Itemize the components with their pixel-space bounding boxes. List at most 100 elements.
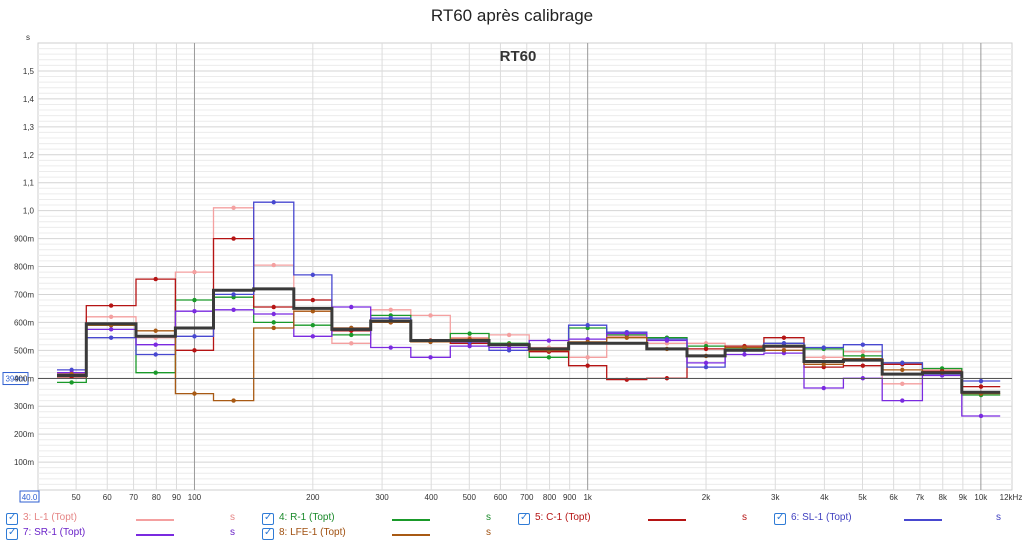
data-point — [153, 342, 158, 347]
x-start-box — [19, 490, 40, 503]
y-tick-label: 300m — [14, 402, 34, 411]
data-point — [428, 313, 433, 318]
data-point — [506, 332, 512, 338]
data-point — [271, 311, 276, 317]
data-point — [860, 342, 866, 347]
x-tick-label: 200 — [306, 493, 320, 502]
data-point — [860, 349, 866, 354]
rt60-chart[interactable]: RT60 s 399m 40.0 50 60 70 80 90 100 200 300 400 50… — [0, 0, 1024, 510]
data-point — [192, 334, 197, 339]
x-tick-label: 80 — [152, 493, 161, 502]
checkbox-icon[interactable] — [6, 512, 18, 525]
data-point — [388, 307, 393, 313]
y-tick-label: 800m — [14, 263, 34, 272]
data-point — [231, 236, 236, 241]
legend-label: 8: LFE-1 (Topt) — [279, 527, 346, 538]
data-point — [349, 332, 354, 338]
data-point — [153, 370, 158, 375]
data-point — [546, 355, 552, 360]
y-tick-label: 1,4 — [23, 95, 35, 104]
x-tick-label: 4k — [820, 493, 829, 502]
legend-label: 7: SR-1 (Topt) — [23, 527, 86, 538]
data-point — [108, 314, 114, 319]
x-tick-label: 60 — [103, 493, 112, 502]
legend-swatch — [136, 519, 174, 521]
checkbox-icon[interactable] — [774, 512, 786, 525]
legend-unit: s — [742, 512, 747, 523]
data-point — [585, 355, 590, 360]
legend-item-lfe1[interactable]: 8: LFE-1 (Topt) s — [262, 527, 507, 541]
series-layer — [57, 200, 1001, 419]
chart-inner-title: RT60 — [500, 48, 537, 65]
x-tick-label: 6k — [889, 493, 898, 502]
data-point — [821, 345, 826, 350]
legend-swatch — [136, 534, 174, 536]
data-point — [108, 327, 114, 332]
data-point — [900, 381, 905, 387]
x-tick-label: 5k — [858, 493, 867, 502]
data-point — [703, 360, 709, 366]
legend-unit: s — [486, 512, 491, 523]
data-point — [310, 309, 316, 314]
legend-item-r1[interactable]: 4: R-1 (Topt) s — [262, 512, 507, 526]
data-point — [349, 304, 354, 310]
data-point — [821, 355, 826, 360]
y-tick-label: 500m — [14, 346, 34, 355]
data-point — [153, 276, 158, 282]
data-point — [231, 205, 236, 211]
checkbox-icon[interactable] — [518, 512, 530, 525]
data-point — [703, 346, 709, 352]
data-point — [231, 292, 236, 297]
legend-label: 6: SL-1 (Topt) — [791, 512, 852, 523]
legend-label: 4: R-1 (Topt) — [279, 512, 335, 523]
data-point — [821, 385, 826, 391]
x-tick-label: 600 — [494, 493, 508, 502]
legend-label: 3: L-1 (Topt) — [23, 512, 77, 523]
legend-label: 5: C-1 (Topt) — [535, 512, 591, 523]
x-tick-label: 8k — [939, 493, 948, 502]
y-tick-label: 400m — [14, 374, 34, 383]
data-point — [231, 307, 236, 313]
data-point — [271, 304, 276, 310]
data-point — [978, 413, 984, 419]
legend-swatch — [392, 534, 430, 536]
legend-item-sr1[interactable]: 7: SR-1 (Topt) s — [6, 527, 251, 541]
data-point — [349, 341, 354, 346]
y-tick-label: 100m — [14, 458, 34, 467]
data-point — [271, 325, 276, 331]
checkbox-icon[interactable] — [6, 527, 18, 540]
x-tick-label: 90 — [172, 493, 181, 502]
data-point — [153, 352, 158, 357]
x-tick-label: 70 — [129, 493, 138, 502]
average-series-line — [57, 287, 1001, 394]
checkbox-icon[interactable] — [262, 527, 274, 540]
data-point — [153, 328, 158, 333]
y-tick-label: 1,1 — [23, 179, 35, 188]
data-point — [781, 348, 787, 353]
y-tick-label: 700m — [14, 290, 34, 299]
y-axis-unit-label: s — [26, 33, 30, 42]
x-tick-label: 100 — [188, 493, 202, 502]
y-tick-label: 1,5 — [23, 67, 35, 76]
data-point — [585, 363, 590, 368]
x-tick-label: 2k — [702, 493, 711, 502]
data-point — [546, 338, 552, 343]
data-point — [108, 335, 114, 340]
data-point — [467, 343, 472, 349]
data-point — [900, 398, 905, 403]
legend-item-l1[interactable]: 3: L-1 (Topt) s — [6, 512, 251, 526]
data-point — [664, 338, 670, 343]
data-point — [781, 341, 787, 346]
checkbox-icon[interactable] — [262, 512, 274, 525]
data-point — [192, 348, 197, 353]
data-point — [310, 334, 316, 339]
data-point — [192, 297, 197, 303]
legend-item-sl1[interactable]: 6: SL-1 (Topt) s — [774, 512, 1014, 526]
data-point — [388, 345, 393, 350]
data-point — [900, 360, 905, 366]
data-point — [310, 297, 316, 303]
legend-item-c1[interactable]: 5: C-1 (Topt) s — [518, 512, 763, 526]
y-tick-label: 600m — [14, 318, 34, 327]
legend-swatch — [648, 519, 686, 521]
x-tick-label: 7k — [916, 493, 925, 502]
